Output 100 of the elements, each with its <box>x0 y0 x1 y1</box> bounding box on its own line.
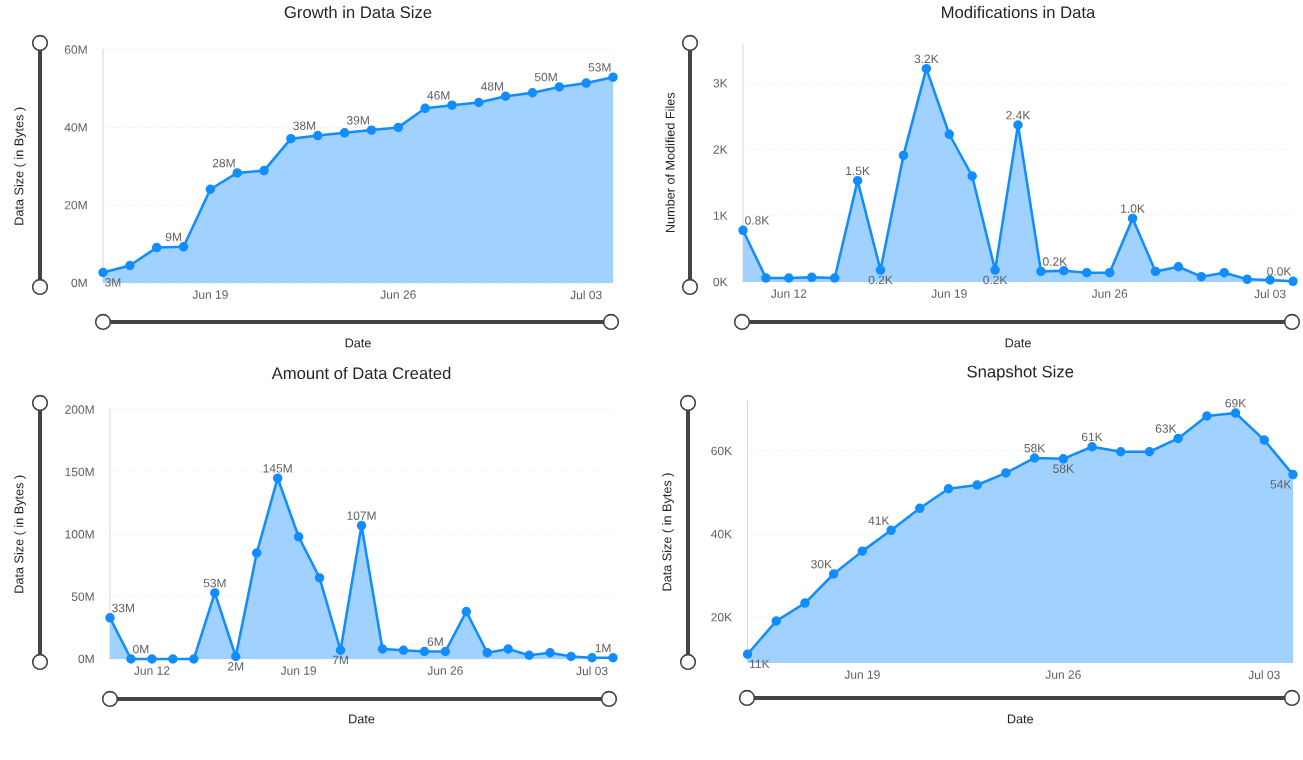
point <box>168 654 178 664</box>
y-tick-label: 50M <box>71 592 94 601</box>
data-label: 41K <box>868 516 890 525</box>
data-label: 46M <box>427 91 450 100</box>
x-tick-label: Jun 26 <box>1091 289 1128 298</box>
point <box>210 588 220 598</box>
point <box>886 525 896 536</box>
point <box>151 242 162 253</box>
y-tick-label: 60K <box>711 446 732 456</box>
point <box>800 598 810 608</box>
data-label: 61K <box>1081 432 1103 442</box>
data-label: 1.5K <box>846 166 870 176</box>
point <box>967 171 977 181</box>
point <box>293 532 304 542</box>
data-label: 6M <box>427 637 443 646</box>
point <box>500 91 511 102</box>
data-label: 69K <box>1225 398 1247 408</box>
data-label: 53M <box>588 63 611 72</box>
y-tick-label: 100M <box>65 530 94 539</box>
data-label: 2.4K <box>1006 110 1031 120</box>
y-tick-label: 0M <box>78 654 94 664</box>
point <box>314 573 325 583</box>
point <box>1058 454 1069 464</box>
point <box>1150 266 1161 277</box>
point <box>178 242 189 252</box>
x-tick-label: Jun 26 <box>427 666 463 675</box>
point <box>232 168 242 178</box>
data-label: 54K <box>1270 480 1292 489</box>
x-tick-label: Jul 03 <box>1254 289 1286 299</box>
point <box>503 644 513 654</box>
x-axis-title: Date <box>345 338 371 348</box>
point <box>98 267 108 278</box>
y-axis-title: Data Size ( in Bytes ) <box>14 107 26 225</box>
point <box>581 78 591 88</box>
point <box>1127 213 1138 224</box>
point <box>875 265 886 275</box>
point <box>313 130 323 141</box>
x-tick-label: Jun 19 <box>192 290 228 299</box>
point <box>1230 408 1241 418</box>
x-tick-label: Jul 03 <box>576 666 608 676</box>
data-label: 0.0K <box>1267 267 1292 276</box>
point <box>482 648 492 658</box>
x-tick-label: Jun 19 <box>844 670 880 679</box>
point <box>1288 276 1298 287</box>
data-label: 0M <box>133 644 149 654</box>
point <box>393 122 403 133</box>
point <box>251 548 262 558</box>
data-label: 50M <box>534 72 557 82</box>
point <box>1202 411 1212 421</box>
point <box>1082 267 1092 278</box>
point <box>286 133 296 144</box>
data-label: 9M <box>165 232 181 242</box>
point <box>761 273 771 283</box>
x-axis-title: Date <box>1005 338 1031 348</box>
point <box>1029 453 1040 463</box>
point <box>784 273 794 283</box>
y-axis-title: Data Size ( in Bytes ) <box>662 473 674 591</box>
point <box>335 645 346 655</box>
y-axis-title: Number of Modified Files <box>665 92 675 233</box>
x-tick-label: Jun 26 <box>380 290 416 299</box>
point <box>771 616 781 626</box>
point <box>420 103 430 114</box>
point <box>857 546 868 556</box>
point <box>1104 267 1115 278</box>
point <box>105 613 115 623</box>
point <box>1059 265 1069 276</box>
point <box>608 653 618 663</box>
point <box>898 150 909 161</box>
point <box>474 97 484 108</box>
point <box>1288 469 1298 480</box>
point <box>990 265 1000 275</box>
point <box>272 473 283 483</box>
point <box>1013 120 1023 130</box>
point <box>921 63 932 74</box>
point <box>126 654 136 664</box>
point <box>944 129 954 139</box>
y-tick-label: 0K <box>713 277 728 287</box>
point <box>1259 435 1270 445</box>
point <box>545 648 555 658</box>
y-tick-label: 150M <box>65 467 94 477</box>
data-label: 0.8K <box>745 216 770 225</box>
data-label: 53M <box>203 578 226 588</box>
data-label: 30K <box>811 559 832 569</box>
point <box>1087 442 1097 452</box>
point <box>1173 433 1183 444</box>
point <box>205 184 216 194</box>
point <box>356 520 367 531</box>
point <box>852 175 863 186</box>
point <box>339 128 350 138</box>
y-tick-label: 40M <box>64 123 87 132</box>
data-label: 38M <box>293 121 316 130</box>
point <box>419 646 430 657</box>
point <box>231 651 241 662</box>
x-tick-label: Jun 12 <box>771 289 807 298</box>
point <box>189 654 199 664</box>
point <box>440 646 451 657</box>
data-label: 2M <box>228 662 244 671</box>
point <box>1036 266 1046 277</box>
data-label: 3.2K <box>914 54 939 64</box>
y-tick-label: 0M <box>71 278 87 288</box>
